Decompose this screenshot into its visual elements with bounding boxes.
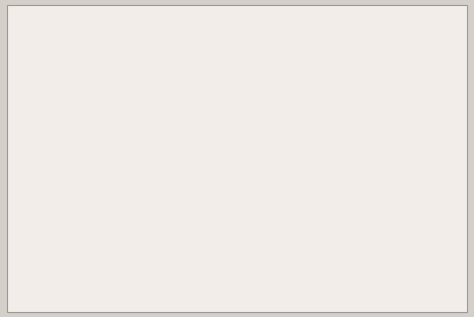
Text: [2 Marks]: [2 Marks] [316, 46, 361, 55]
Text: I: I [165, 164, 168, 174]
Text: $R_B$: $R_B$ [230, 105, 244, 119]
Text: [2 Marks]: [2 Marks] [316, 282, 361, 291]
Text: b) Calculate Rʙ.: b) Calculate Rʙ. [32, 282, 107, 291]
Text: $R_C$: $R_C$ [320, 105, 334, 119]
Text: a)  Calculate the Iʙ and Ic.: a) Calculate the Iʙ and Ic. [32, 46, 156, 55]
Text: transistor work as closed switch. Hence βdc = 80, Vʙe = 0.7V, Vce(sat) = 0.2V, V: transistor work as closed switch. Hence … [32, 24, 465, 33]
Text: For the transistor shown in below figure, Calculate the value of Rʙ that will ju: For the transistor shown in below figure… [32, 13, 455, 22]
Circle shape [292, 127, 319, 161]
Text: $V_{CC}$: $V_{CC}$ [273, 63, 292, 77]
Text: Rc = 2.7KΩ.: Rc = 2.7KΩ. [32, 35, 89, 44]
Text: 4: 4 [8, 13, 14, 22]
